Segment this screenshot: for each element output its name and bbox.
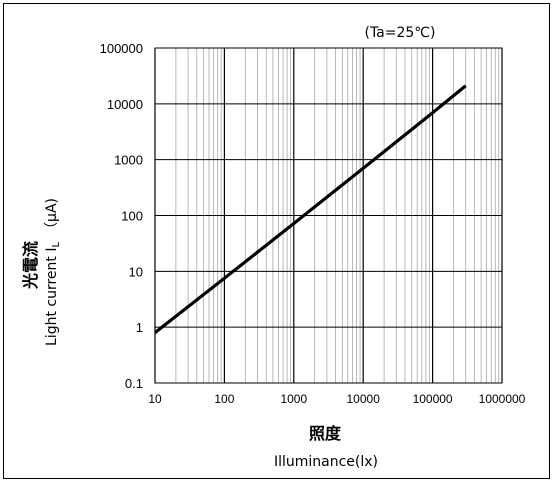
- temperature-annotation: (Ta=25℃): [364, 25, 435, 41]
- y-axis-label-en-main: Light current I: [44, 248, 60, 346]
- x-tick-label: 1000000: [479, 392, 526, 406]
- y-tick-labels: 0.1 1 10 100 1000 10000 100000: [100, 41, 143, 391]
- x-tick-label: 1000: [280, 392, 307, 406]
- x-tick-label: 100000: [413, 392, 453, 406]
- y-axis-label-en-sub: L: [51, 242, 62, 248]
- y-axis-label-en-unit: （μA): [44, 198, 60, 236]
- y-tick-label: 10000: [107, 97, 143, 112]
- x-tick-label: 10: [148, 392, 162, 406]
- x-tick-label: 10000: [347, 392, 381, 406]
- y-tick-label: 100000: [100, 41, 143, 56]
- x-axis-label-jp: 照度: [309, 424, 342, 443]
- x-tick-labels: 10 100 1000 10000 100000 1000000: [148, 392, 525, 406]
- series-line: [154, 84, 467, 334]
- series-layer: [154, 84, 467, 334]
- y-tick-label: 0.1: [125, 376, 143, 391]
- plot-area: [154, 47, 503, 384]
- y-tick-label: 10: [129, 264, 143, 279]
- y-tick-label: 1: [136, 320, 143, 335]
- x-axis-label-en: Illuminance(lx): [274, 454, 378, 470]
- x-tick-label: 100: [214, 392, 234, 406]
- y-tick-label: 100: [121, 209, 143, 224]
- y-axis-label-en: Light current IL （μA): [44, 198, 62, 346]
- chart-frame: [3, 3, 550, 479]
- y-tick-label: 1000: [114, 153, 143, 168]
- y-axis-label-jp: 光電流: [21, 241, 40, 290]
